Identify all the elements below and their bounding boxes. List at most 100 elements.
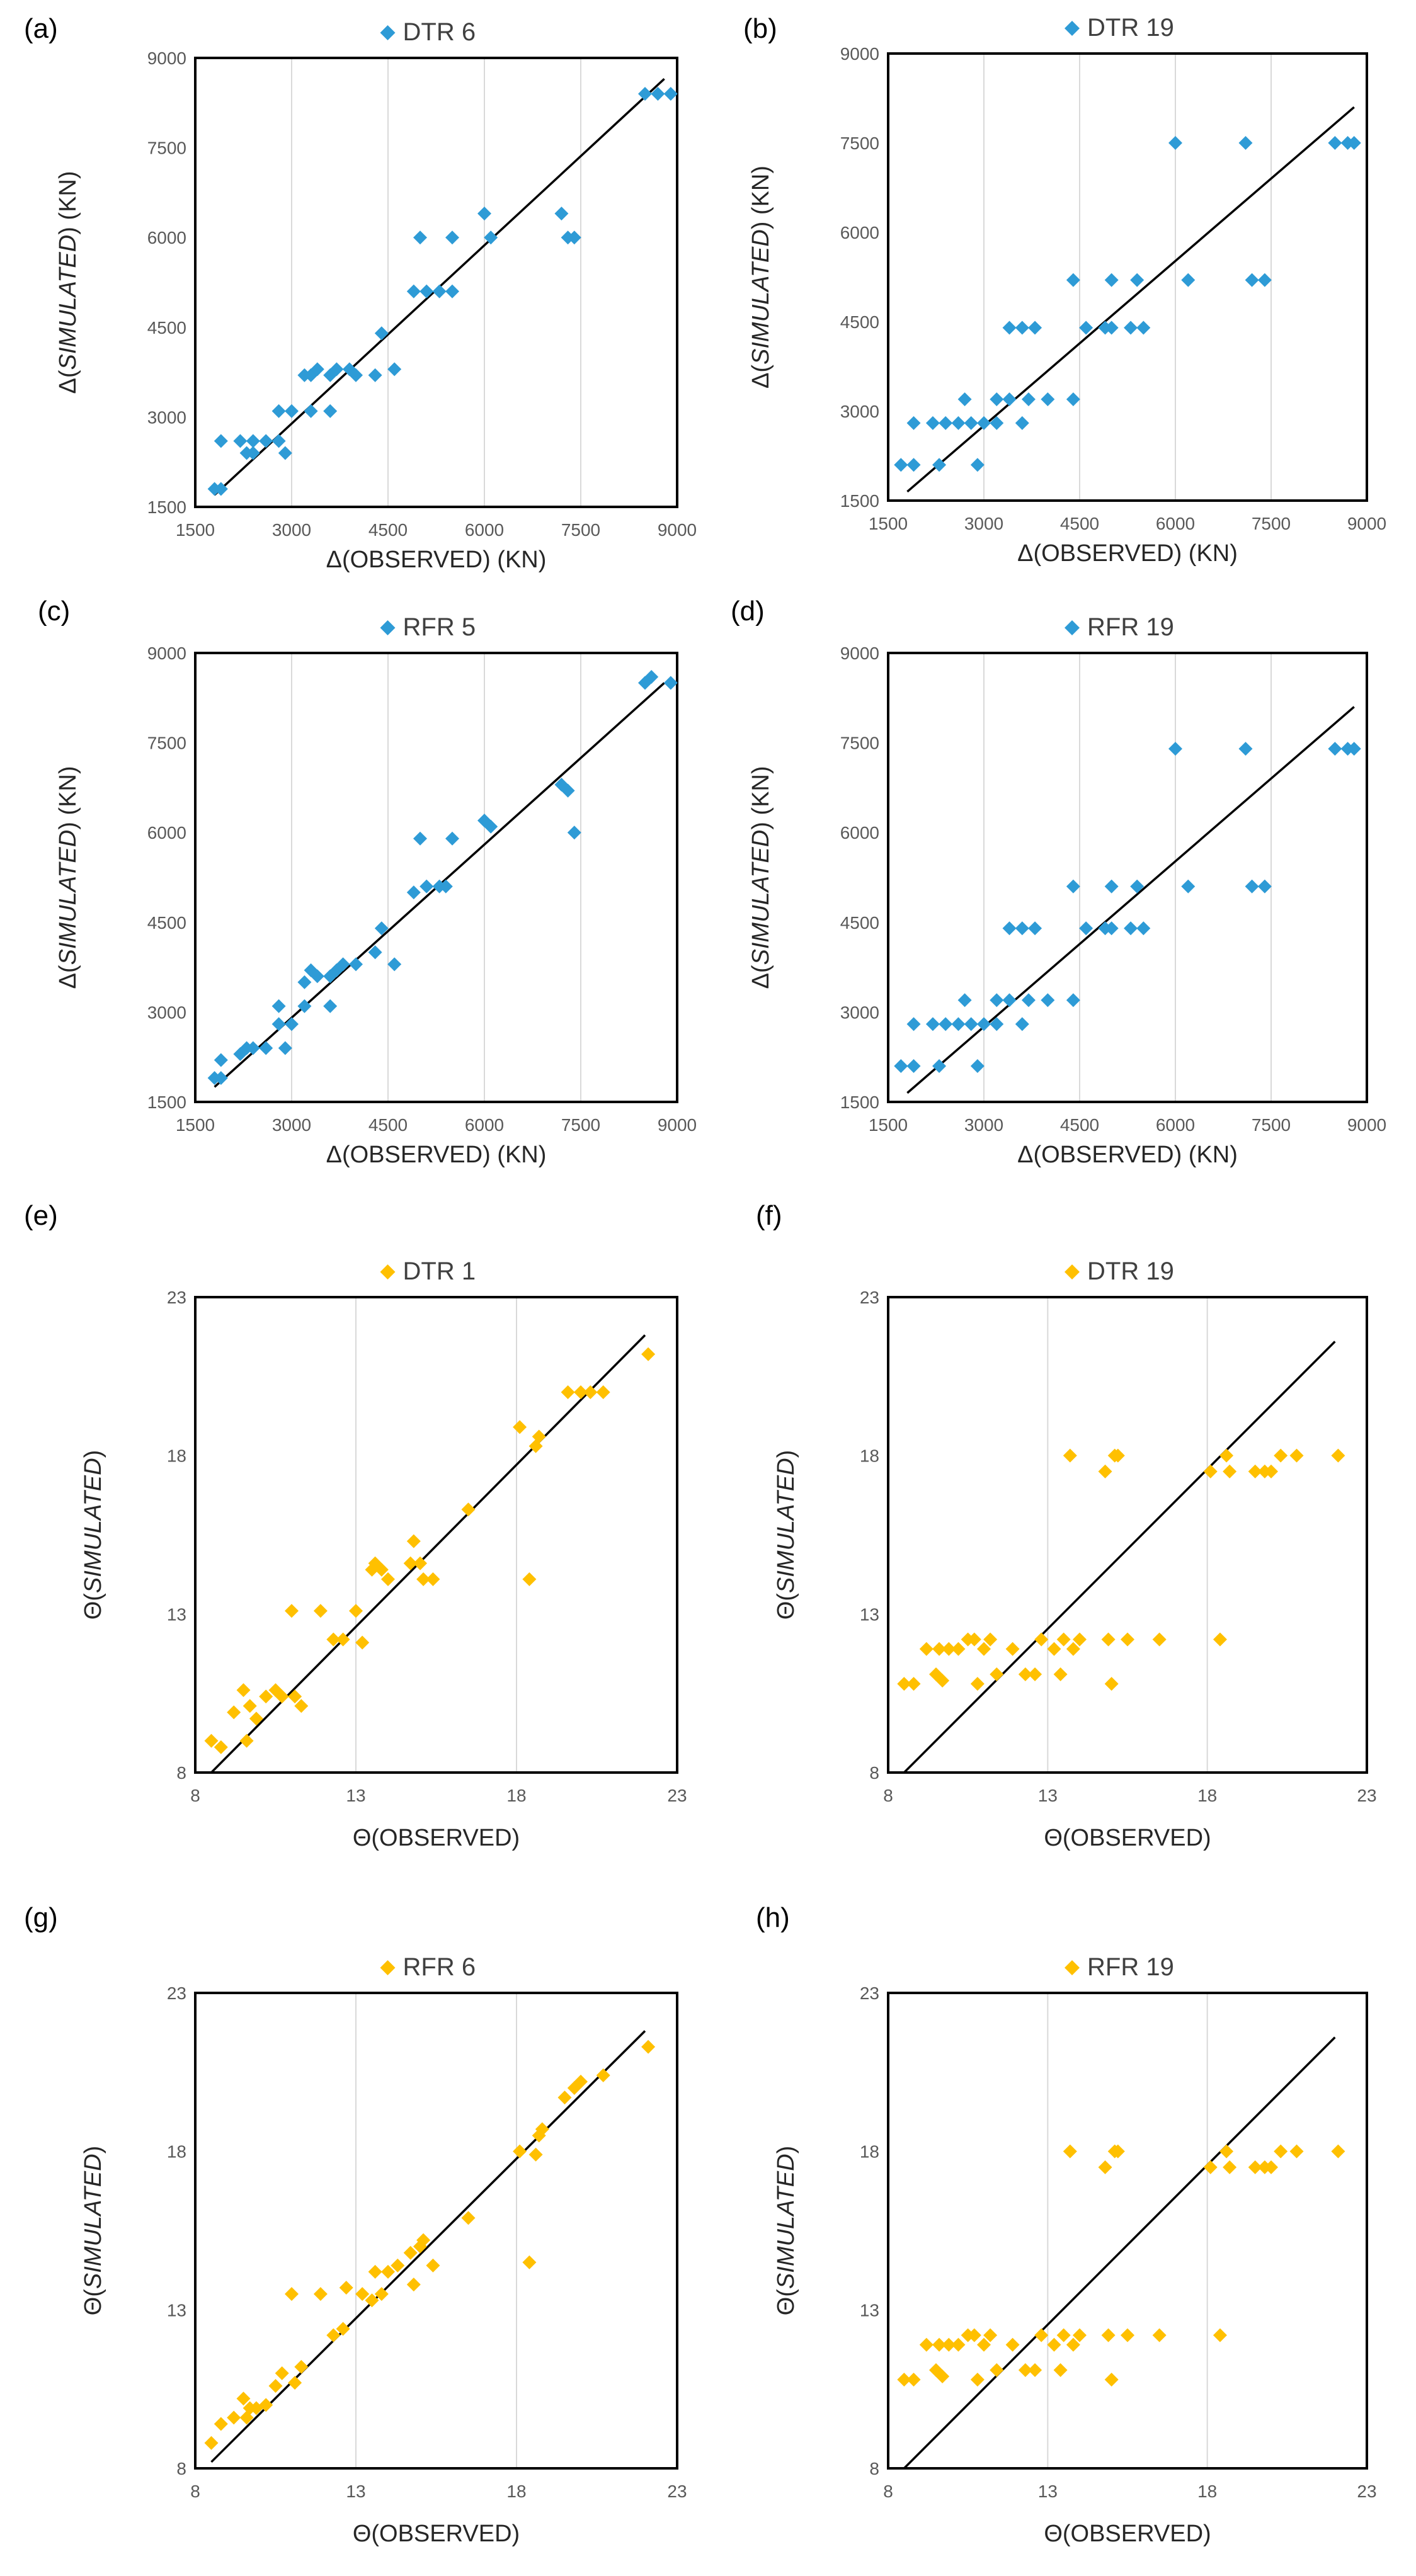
data-point [416,1572,431,1586]
plot-frame [194,1296,678,1774]
x-axis-label: Θ(OBSERVED) [1044,2521,1211,2547]
data-point [1098,2160,1112,2174]
chart-panel-5: (e) 8 13 18 23 8 13 18 23 DTR 1 Θ(OBSERVED) Θ(SIMUL… [24,1200,687,1851]
data-point [932,1642,947,1656]
data-point [406,284,421,298]
data-point [275,2366,289,2380]
data-point [977,2337,991,2352]
data-point [1066,879,1080,894]
data-point [970,2373,985,2387]
data-point [1223,2160,1237,2174]
data-point [349,957,363,972]
data-point [204,1733,219,1748]
data-point [932,458,947,472]
data-point [932,1058,947,1073]
data-point [204,2436,219,2450]
y-tick-label: 9000 [147,48,186,68]
data-point [951,2337,966,2352]
data-point [1219,2144,1234,2159]
x-axis-label: Θ(OBSERVED) [353,2521,520,2547]
data-point [271,999,286,1013]
data-point [477,207,491,221]
data-point [1028,321,1042,335]
plot-frame [194,652,678,1103]
x-tick-label: 9000 [1347,1115,1386,1135]
data-point [326,1632,341,1647]
data-point [990,1667,1004,1681]
data-point [983,2328,998,2342]
data-point [970,1677,985,1691]
data-point [438,879,453,894]
x-tick-label: 8 [190,2482,200,2501]
data-point [1005,1642,1020,1656]
data-point [1213,1632,1227,1647]
data-point [285,2287,299,2301]
x-tick-label: 23 [1357,1786,1376,1805]
x-tick-label: 8 [883,2482,893,2501]
data-point [1041,993,1055,1007]
y-tick-label: 8 [869,2459,879,2478]
data-point [403,2245,418,2260]
y-tick-label: 3000 [840,402,879,421]
data-point [906,1058,921,1073]
data-point [561,1385,575,1399]
x-tick-label: 4500 [1060,514,1099,533]
x-axis-label: Θ(OBSERVED) [1044,1825,1211,1851]
x-tick-label: 18 [1197,2482,1217,2501]
data-point [964,416,978,430]
data-point [638,87,652,101]
data-point [249,1711,263,1726]
data-point [1053,2363,1068,2377]
data-point [355,1635,370,1650]
data-point [939,416,953,430]
y-tick-label: 3000 [147,407,186,427]
y-tick-label: 13 [860,1604,879,1624]
data-point [420,284,434,298]
y-axis-label: Θ(SIMULATED) [773,2146,799,2316]
chart-panel-2: (b) 1500 3000 4500 6000 7500 9000 1500 3000 4500 6… [743,13,1386,567]
plot-frame [887,1992,1368,2470]
data-point [557,2091,572,2105]
x-tick-label: 3000 [272,1115,311,1135]
data-point [1073,2328,1087,2342]
chart-title: DTR 1 [403,1257,476,1285]
data-point [355,2287,370,2301]
data-point [1104,321,1119,335]
panel-label: (d) [731,596,765,627]
x-tick-label: 23 [1357,2482,1376,2501]
data-point [970,458,985,472]
data-point [906,1017,921,1031]
data-point [1331,2144,1345,2159]
data-point [445,831,459,846]
data-point [236,2392,251,2406]
data-point [227,2410,241,2425]
data-point [1034,2328,1049,2342]
y-tick-label: 6000 [840,823,879,843]
data-point [532,1429,546,1444]
fit-line [903,1341,1336,1774]
data-point [513,1420,527,1434]
data-point [1104,879,1119,894]
data-point [278,1041,292,1055]
data-point [323,404,338,418]
data-point [432,284,447,298]
data-point [1056,2328,1071,2342]
y-tick-label: 18 [167,1446,186,1466]
y-tick-label: 8 [176,2459,186,2478]
data-point [1002,921,1017,936]
data-point [288,2376,302,2390]
data-point [1028,2363,1042,2377]
data-point [1152,2328,1167,2342]
data-point [1181,273,1196,287]
data-point [246,434,260,448]
y-tick-label: 13 [860,2300,879,2320]
data-point [894,458,908,472]
data-point [596,1385,610,1399]
data-point [1264,2160,1278,2174]
x-tick-label: 23 [667,2482,687,2501]
x-tick-label: 7500 [1252,1115,1291,1135]
y-tick-label: 1500 [840,1092,879,1112]
data-point [919,2337,934,2352]
data-point [951,1017,966,1031]
data-point [1238,742,1253,756]
